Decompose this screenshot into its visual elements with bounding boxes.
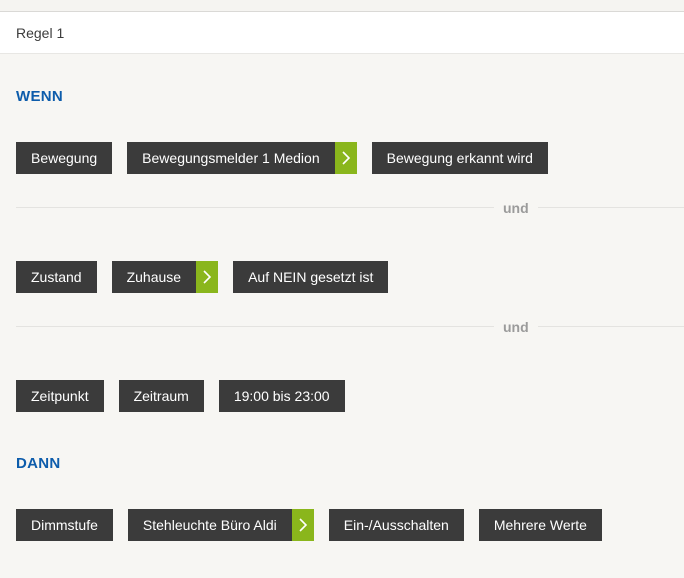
action-row: Dimmstufe Stehleuchte Büro Aldi Ein-/Aus…: [16, 509, 668, 541]
divider-line: [16, 207, 684, 208]
action-device-group[interactable]: Stehleuchte Büro Aldi: [127, 509, 314, 541]
action-command-button[interactable]: Ein-/Ausschalten: [328, 509, 464, 541]
condition-row: Bewegung Bewegungsmelder 1 Medion Bewegu…: [16, 142, 668, 174]
condition-device-button[interactable]: Bewegungsmelder 1 Medion: [127, 142, 335, 174]
action-value-button[interactable]: Mehrere Werte: [478, 509, 602, 541]
action-type-button[interactable]: Dimmstufe: [16, 509, 113, 541]
condition-type-button[interactable]: Bewegung: [16, 142, 113, 174]
and-divider: und: [16, 313, 684, 341]
rule-title: Regel 1: [16, 24, 65, 41]
condition-value-button[interactable]: Bewegung erkannt wird: [371, 142, 548, 174]
divider-line: [16, 326, 684, 327]
condition-device-group[interactable]: Bewegungsmelder 1 Medion: [127, 142, 357, 174]
condition-value-button[interactable]: 19:00 bis 23:00: [218, 380, 345, 412]
rule-header: Regel 1: [0, 12, 684, 54]
chevron-right-icon[interactable]: [334, 142, 357, 174]
condition-device-button[interactable]: Zuhause: [111, 261, 197, 293]
and-divider: und: [16, 194, 684, 222]
top-strip: [0, 0, 684, 12]
condition-row: Zeitpunkt Zeitraum 19:00 bis 23:00: [16, 380, 668, 412]
rule-editor: WENN Bewegung Bewegungsmelder 1 Medion B…: [0, 54, 684, 541]
chevron-right-icon[interactable]: [291, 509, 314, 541]
condition-row: Zustand Zuhause Auf NEIN gesetzt ist: [16, 261, 668, 293]
condition-type-button[interactable]: Zustand: [16, 261, 97, 293]
condition-value-button[interactable]: Auf NEIN gesetzt ist: [233, 261, 389, 293]
condition-device-group[interactable]: Zuhause: [111, 261, 219, 293]
condition-mode-button[interactable]: Zeitraum: [118, 380, 204, 412]
chevron-right-icon[interactable]: [196, 261, 219, 293]
then-section-label: DANN: [16, 455, 61, 472]
condition-type-button[interactable]: Zeitpunkt: [16, 380, 104, 412]
when-section-label: WENN: [16, 88, 64, 105]
connector-label: und: [494, 194, 538, 222]
connector-label: und: [494, 313, 538, 341]
action-device-button[interactable]: Stehleuchte Büro Aldi: [127, 509, 292, 541]
